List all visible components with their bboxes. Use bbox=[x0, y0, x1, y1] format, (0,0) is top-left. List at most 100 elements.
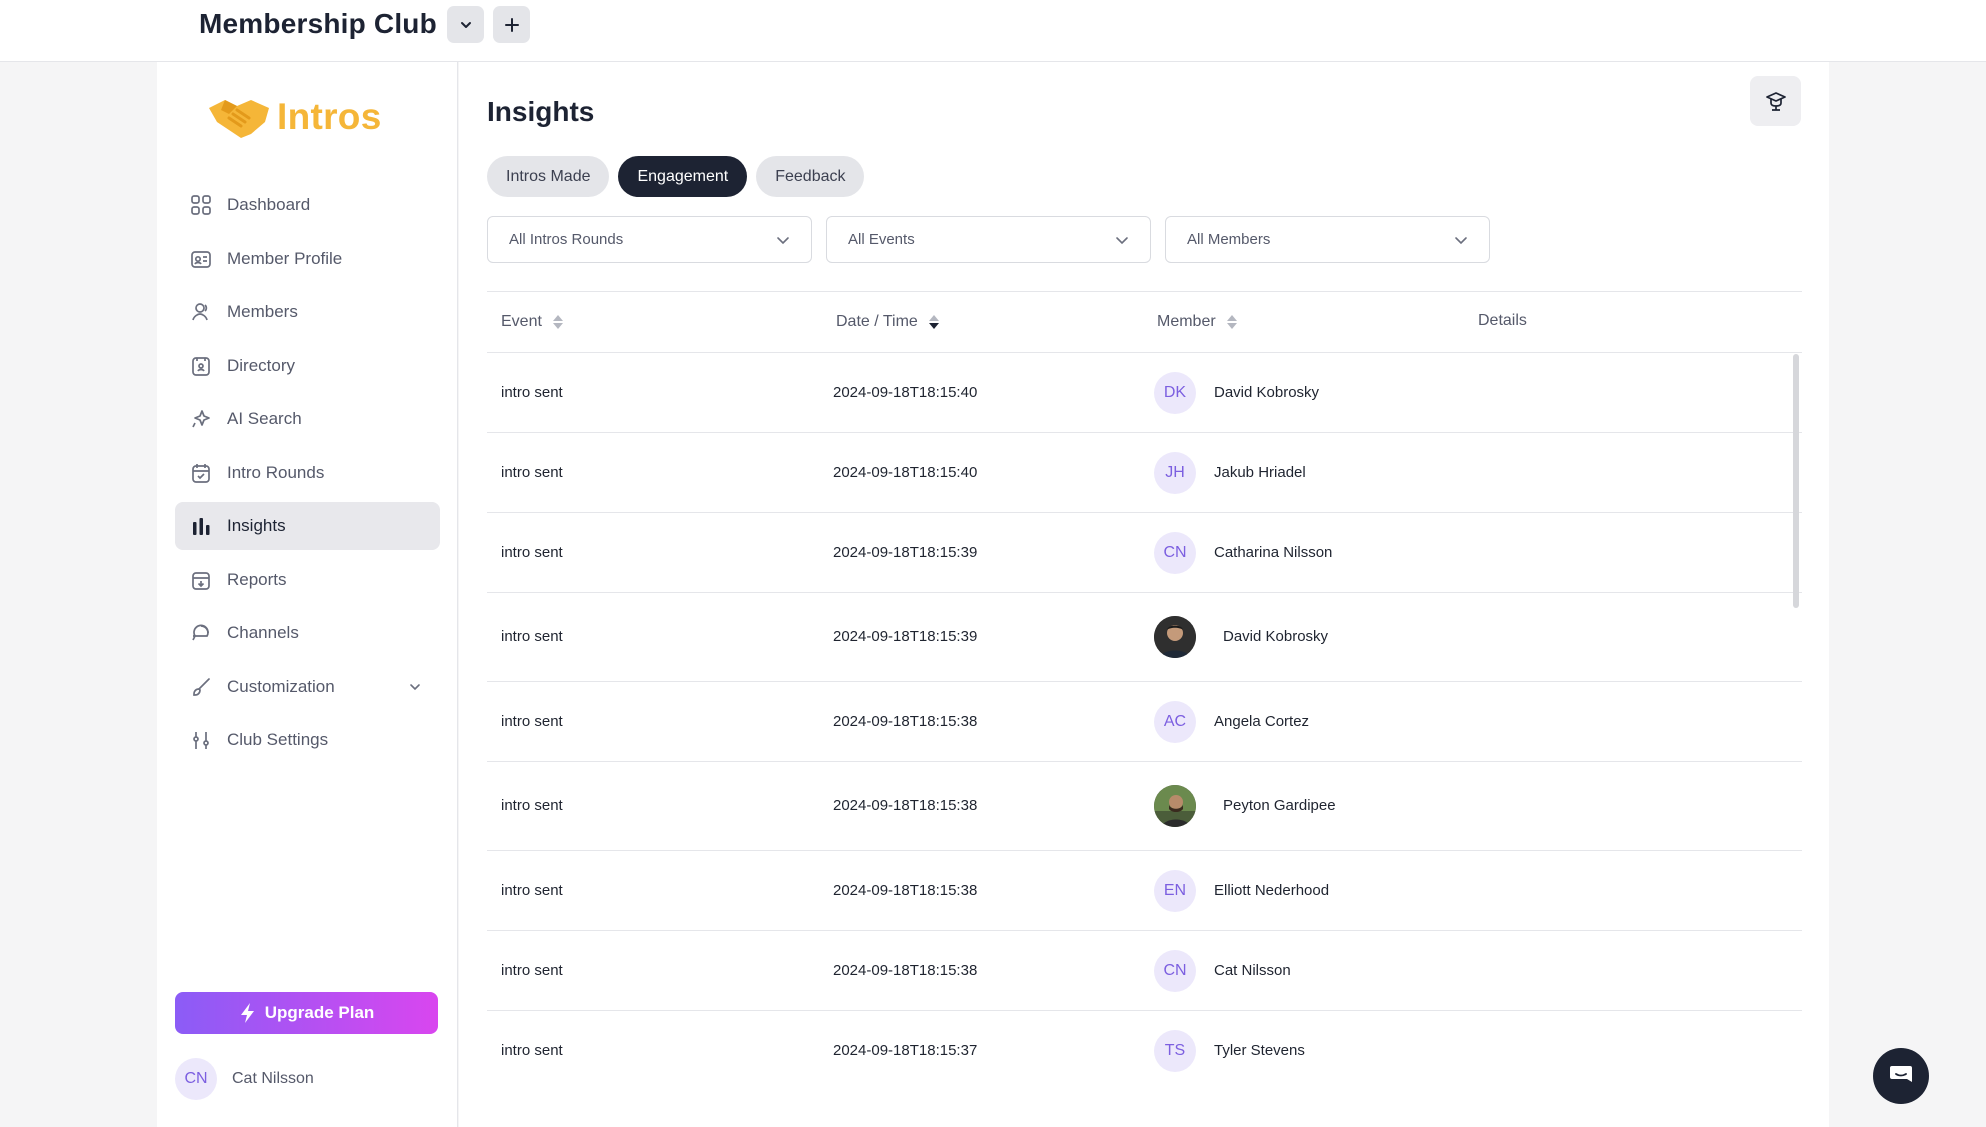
add-club-button[interactable] bbox=[493, 6, 530, 43]
id-card-icon bbox=[189, 247, 213, 271]
sidebar-item-club-settings[interactable]: Club Settings bbox=[175, 716, 440, 764]
logo[interactable]: Intros bbox=[207, 94, 382, 140]
sidebar-item-dashboard[interactable]: Dashboard bbox=[175, 181, 440, 229]
column-header-member[interactable]: Member bbox=[1157, 313, 1238, 331]
help-button[interactable] bbox=[1750, 76, 1801, 126]
avatar: JH bbox=[1154, 452, 1196, 494]
member-cell: David Kobrosky bbox=[1214, 384, 1320, 401]
member-cell: David Kobrosky bbox=[1223, 628, 1329, 645]
calendar-icon bbox=[189, 461, 213, 485]
sidebar-item-label: Channels bbox=[227, 623, 299, 642]
column-label: Event bbox=[501, 313, 542, 330]
sidebar-item-member-profile[interactable]: Member Profile bbox=[175, 235, 440, 283]
datetime-cell: 2024-09-18T18:15:38 bbox=[833, 882, 978, 899]
sort-desc-icon bbox=[928, 315, 939, 329]
plus-icon bbox=[504, 17, 519, 32]
table-row[interactable]: intro sent 2024-09-18T18:15:40 JH Jakub … bbox=[487, 433, 1802, 513]
member-cell: Catharina Nilsson bbox=[1214, 544, 1333, 561]
sidebar-item-label: Dashboard bbox=[227, 195, 311, 214]
members-select[interactable]: All Members bbox=[1165, 216, 1490, 263]
event-cell: intro sent bbox=[501, 962, 563, 979]
sidebar-item-customization[interactable]: Customization bbox=[175, 663, 440, 711]
member-cell: Cat Nilsson bbox=[1214, 962, 1291, 979]
avatar-photo bbox=[1154, 785, 1196, 827]
insights-tabs: Intros Made Engagement Feedback bbox=[487, 156, 865, 197]
table-body: intro sent 2024-09-18T18:15:40 DK David … bbox=[487, 353, 1802, 1091]
reports-icon bbox=[189, 568, 213, 592]
sidebar-item-insights[interactable]: Insights bbox=[175, 502, 440, 550]
sort-icon bbox=[552, 315, 563, 329]
datetime-cell: 2024-09-18T18:15:39 bbox=[833, 544, 978, 561]
event-cell: intro sent bbox=[501, 628, 563, 645]
sidebar-item-label: Member Profile bbox=[227, 248, 343, 268]
sidebar-item-label: AI Search bbox=[227, 409, 302, 428]
chat-launcher-button[interactable] bbox=[1873, 1048, 1929, 1104]
sparkle-icon bbox=[189, 407, 213, 431]
avatar: CN bbox=[175, 1058, 217, 1100]
sidebar-item-ai-search[interactable]: AI Search bbox=[175, 395, 440, 443]
datetime-cell: 2024-09-18T18:15:40 bbox=[833, 464, 978, 481]
filters: All Intros Rounds All Events All Members bbox=[487, 216, 1490, 263]
datetime-cell: 2024-09-18T18:15:38 bbox=[833, 797, 978, 814]
table-row[interactable]: intro sent 2024-09-18T18:15:38 Peyton Ga… bbox=[487, 762, 1802, 851]
chevron-down-icon bbox=[777, 236, 789, 244]
table-row[interactable]: intro sent 2024-09-18T18:15:39 CN Cathar… bbox=[487, 513, 1802, 593]
table-row[interactable]: intro sent 2024-09-18T18:15:38 EN Elliot… bbox=[487, 851, 1802, 931]
datetime-cell: 2024-09-18T18:15:40 bbox=[833, 384, 978, 401]
handshake-icon bbox=[209, 100, 269, 138]
member-cell: Jakub Hriadel bbox=[1214, 464, 1306, 481]
chevron-down-icon[interactable] bbox=[408, 680, 422, 699]
table-row[interactable]: intro sent 2024-09-18T18:15:38 CN Cat Ni… bbox=[487, 931, 1802, 1011]
table-header: Event Date / Time Member Details bbox=[487, 291, 1802, 353]
events-select[interactable]: All Events bbox=[826, 216, 1151, 263]
club-dropdown-button[interactable] bbox=[447, 6, 484, 43]
user-menu[interactable]: CN Cat Nilsson bbox=[175, 1058, 314, 1100]
table-scrollbar[interactable] bbox=[1793, 354, 1799, 608]
column-header-datetime[interactable]: Date / Time bbox=[836, 313, 940, 331]
sidebar-item-reports[interactable]: Reports bbox=[175, 556, 440, 604]
sidebar-item-label: Directory bbox=[227, 355, 296, 375]
tab-feedback[interactable]: Feedback bbox=[756, 156, 865, 197]
logo-text: Intros bbox=[277, 96, 382, 137]
sort-icon bbox=[1226, 315, 1237, 329]
avatar: CN bbox=[1154, 950, 1196, 992]
person-photo-icon bbox=[1154, 785, 1196, 827]
sidebar-item-label: Club Settings bbox=[227, 730, 329, 749]
datetime-cell: 2024-09-18T18:15:38 bbox=[833, 713, 978, 730]
intros-rounds-select[interactable]: All Intros Rounds bbox=[487, 216, 812, 263]
sidebar-item-channels[interactable]: Channels bbox=[175, 609, 440, 657]
event-cell: intro sent bbox=[501, 1042, 563, 1059]
top-bar: Membership Club bbox=[0, 0, 1986, 62]
column-header-event[interactable]: Event bbox=[501, 313, 564, 331]
table-row[interactable]: intro sent 2024-09-18T18:15:37 TS Tyler … bbox=[487, 1011, 1802, 1091]
table-row[interactable]: intro sent 2024-09-18T18:15:40 DK David … bbox=[487, 353, 1802, 433]
datetime-cell: 2024-09-18T18:15:39 bbox=[833, 628, 978, 645]
sidebar-item-intro-rounds[interactable]: Intro Rounds bbox=[175, 449, 440, 497]
chat-icon bbox=[189, 621, 213, 645]
column-label: Details bbox=[1478, 312, 1527, 329]
user-name: Cat Nilsson bbox=[232, 1070, 314, 1087]
select-value: All Members bbox=[1187, 231, 1271, 248]
avatar: TS bbox=[1154, 1030, 1196, 1072]
avatar: CN bbox=[1154, 532, 1196, 574]
sidebar-nav: Dashboard Member Profile Members Directo… bbox=[175, 181, 440, 770]
sidebar-item-members[interactable]: Members bbox=[175, 288, 440, 336]
lightning-icon bbox=[240, 1003, 254, 1023]
event-cell: intro sent bbox=[501, 464, 563, 481]
page-title: Insights bbox=[487, 96, 595, 127]
upgrade-plan-button[interactable]: Upgrade Plan bbox=[175, 992, 438, 1034]
chat-bubble-icon bbox=[1890, 1066, 1912, 1082]
table-row[interactable]: intro sent 2024-09-18T18:15:39 David Kob… bbox=[487, 593, 1802, 682]
sidebar-item-directory[interactable]: Directory bbox=[175, 342, 440, 390]
tab-intros-made[interactable]: Intros Made bbox=[487, 156, 610, 197]
column-label: Date / Time bbox=[836, 313, 918, 330]
table-row[interactable]: intro sent 2024-09-18T18:15:38 AC Angela… bbox=[487, 682, 1802, 762]
tab-engagement[interactable]: Engagement bbox=[618, 156, 748, 197]
sidebar: Intros Dashboard Member Profile Members … bbox=[157, 62, 458, 1127]
chevron-down-icon bbox=[460, 21, 471, 28]
club-title: Membership Club bbox=[199, 8, 437, 39]
sidebar-item-label: Intro Rounds bbox=[227, 462, 325, 482]
member-cell: Angela Cortez bbox=[1214, 713, 1310, 730]
datetime-cell: 2024-09-18T18:15:38 bbox=[833, 962, 978, 979]
datetime-cell: 2024-09-18T18:15:37 bbox=[833, 1042, 978, 1059]
